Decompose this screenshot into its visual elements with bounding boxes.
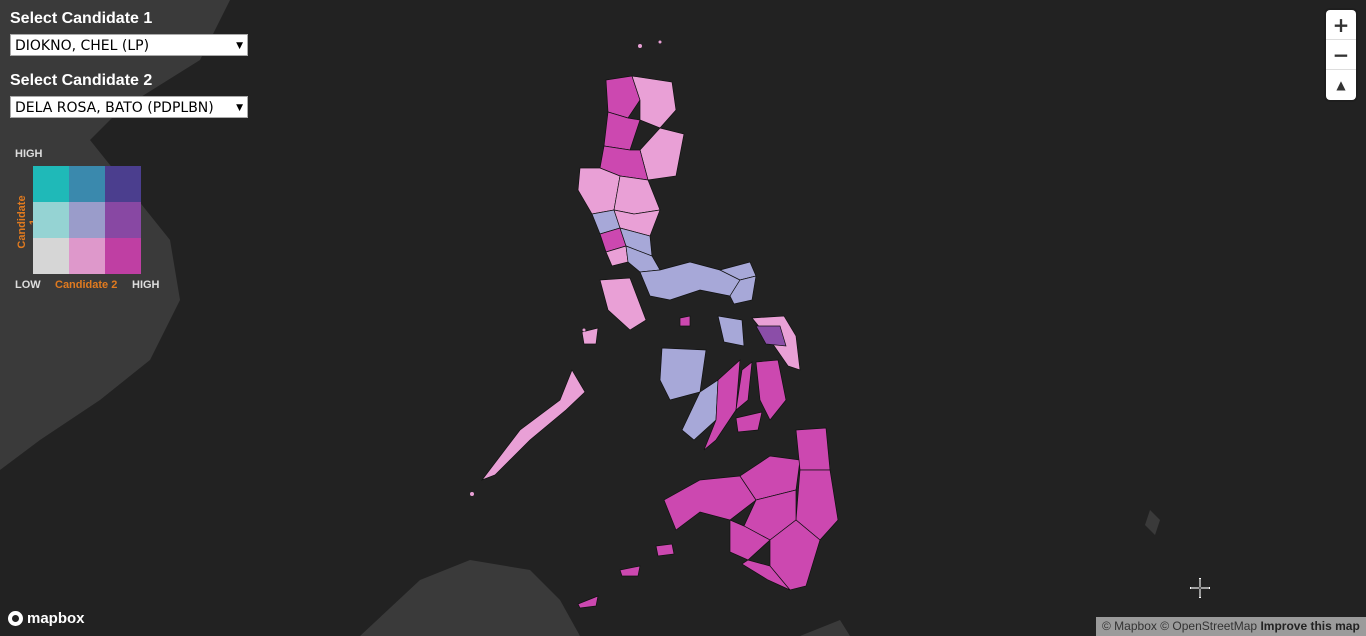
province-mindoro <box>599 277 647 331</box>
province-leyte <box>755 359 787 421</box>
province-layer[interactable] <box>480 75 839 609</box>
province-tawi-tawi <box>577 595 599 609</box>
province-zamboanga <box>663 475 757 531</box>
legend-grid <box>33 166 141 274</box>
small-islands <box>470 40 662 496</box>
province-isabela <box>639 127 685 181</box>
improve-map-link[interactable]: Improve this map <box>1260 619 1360 633</box>
province-apayao <box>603 111 641 151</box>
candidate-panel: Select Candidate 1 DIOKNO, CHEL (LP) ▼ S… <box>10 10 250 118</box>
zoom-out-button[interactable]: − <box>1326 40 1356 70</box>
legend-cell <box>33 238 69 274</box>
legend-cell <box>69 202 105 238</box>
candidate1-label: Select Candidate 1 <box>10 10 153 27</box>
province-albay <box>729 275 757 305</box>
legend-cell <box>33 202 69 238</box>
province-northern-samar <box>755 325 787 347</box>
mapbox-logo-text: mapbox <box>27 610 85 627</box>
legend-cell <box>105 238 141 274</box>
province-cotabato <box>741 559 791 591</box>
legend-low: LOW <box>15 279 41 291</box>
attribution-bar: © Mapbox © OpenStreetMap Improve this ma… <box>1096 617 1366 636</box>
province-panay <box>659 347 707 401</box>
zoom-in-button[interactable]: + <box>1326 10 1356 40</box>
compass-icon: ▲ <box>1336 78 1346 92</box>
province-agusan <box>795 427 831 471</box>
legend-axis-candidate2: Candidate 2 <box>55 279 118 291</box>
province-masbate <box>717 315 745 347</box>
mapbox-logo[interactable]: mapbox <box>8 610 85 627</box>
attribution-osm[interactable]: © OpenStreetMap <box>1160 619 1258 633</box>
candidate2-label: Select Candidate 2 <box>10 72 153 89</box>
legend-cell <box>105 202 141 238</box>
legend-cell <box>69 166 105 202</box>
province-la-union <box>577 167 621 215</box>
province-palawan <box>480 369 586 481</box>
bivariate-legend: HIGH Candidate 1 LOW Candidate 2 HIGH <box>14 148 174 296</box>
province-negros-or <box>703 359 741 451</box>
legend-high-top: HIGH <box>15 148 43 160</box>
navigation-control: + − ▲ <box>1326 10 1356 100</box>
legend-cell <box>33 166 69 202</box>
province-nueva-vizcaya <box>613 175 661 215</box>
dropdown-arrow-icon: ▼ <box>236 41 243 51</box>
province-lanao <box>729 519 771 561</box>
province-romblon <box>679 315 691 327</box>
province-surigao <box>795 469 839 541</box>
province-cebu <box>735 361 753 411</box>
crosshair-cursor-icon <box>1190 578 1210 598</box>
province-basilan <box>655 543 675 557</box>
attribution-mapbox[interactable]: © Mapbox <box>1102 619 1157 633</box>
province-ilocos-norte <box>605 75 641 119</box>
province-nueva-ecija <box>613 209 661 237</box>
legend-cell <box>69 238 105 274</box>
legend-cell <box>105 166 141 202</box>
compass-button[interactable]: ▲ <box>1326 70 1356 100</box>
candidate2-value: DELA ROSA, BATO (PDPLBN) <box>15 100 214 116</box>
candidate2-select[interactable]: DELA ROSA, BATO (PDPLBN) ▼ <box>10 96 248 118</box>
province-bohol <box>735 411 763 433</box>
mapbox-logo-icon <box>8 611 23 626</box>
province-calamian <box>581 327 599 345</box>
candidate1-value: DIOKNO, CHEL (LP) <box>15 38 150 54</box>
candidate1-select[interactable]: DIOKNO, CHEL (LP) ▼ <box>10 34 248 56</box>
dropdown-arrow-icon: ▼ <box>236 103 243 113</box>
province-misamis <box>739 455 801 501</box>
province-sulu <box>619 565 641 577</box>
legend-high-right: HIGH <box>132 279 160 291</box>
province-negros-occ <box>681 379 719 441</box>
